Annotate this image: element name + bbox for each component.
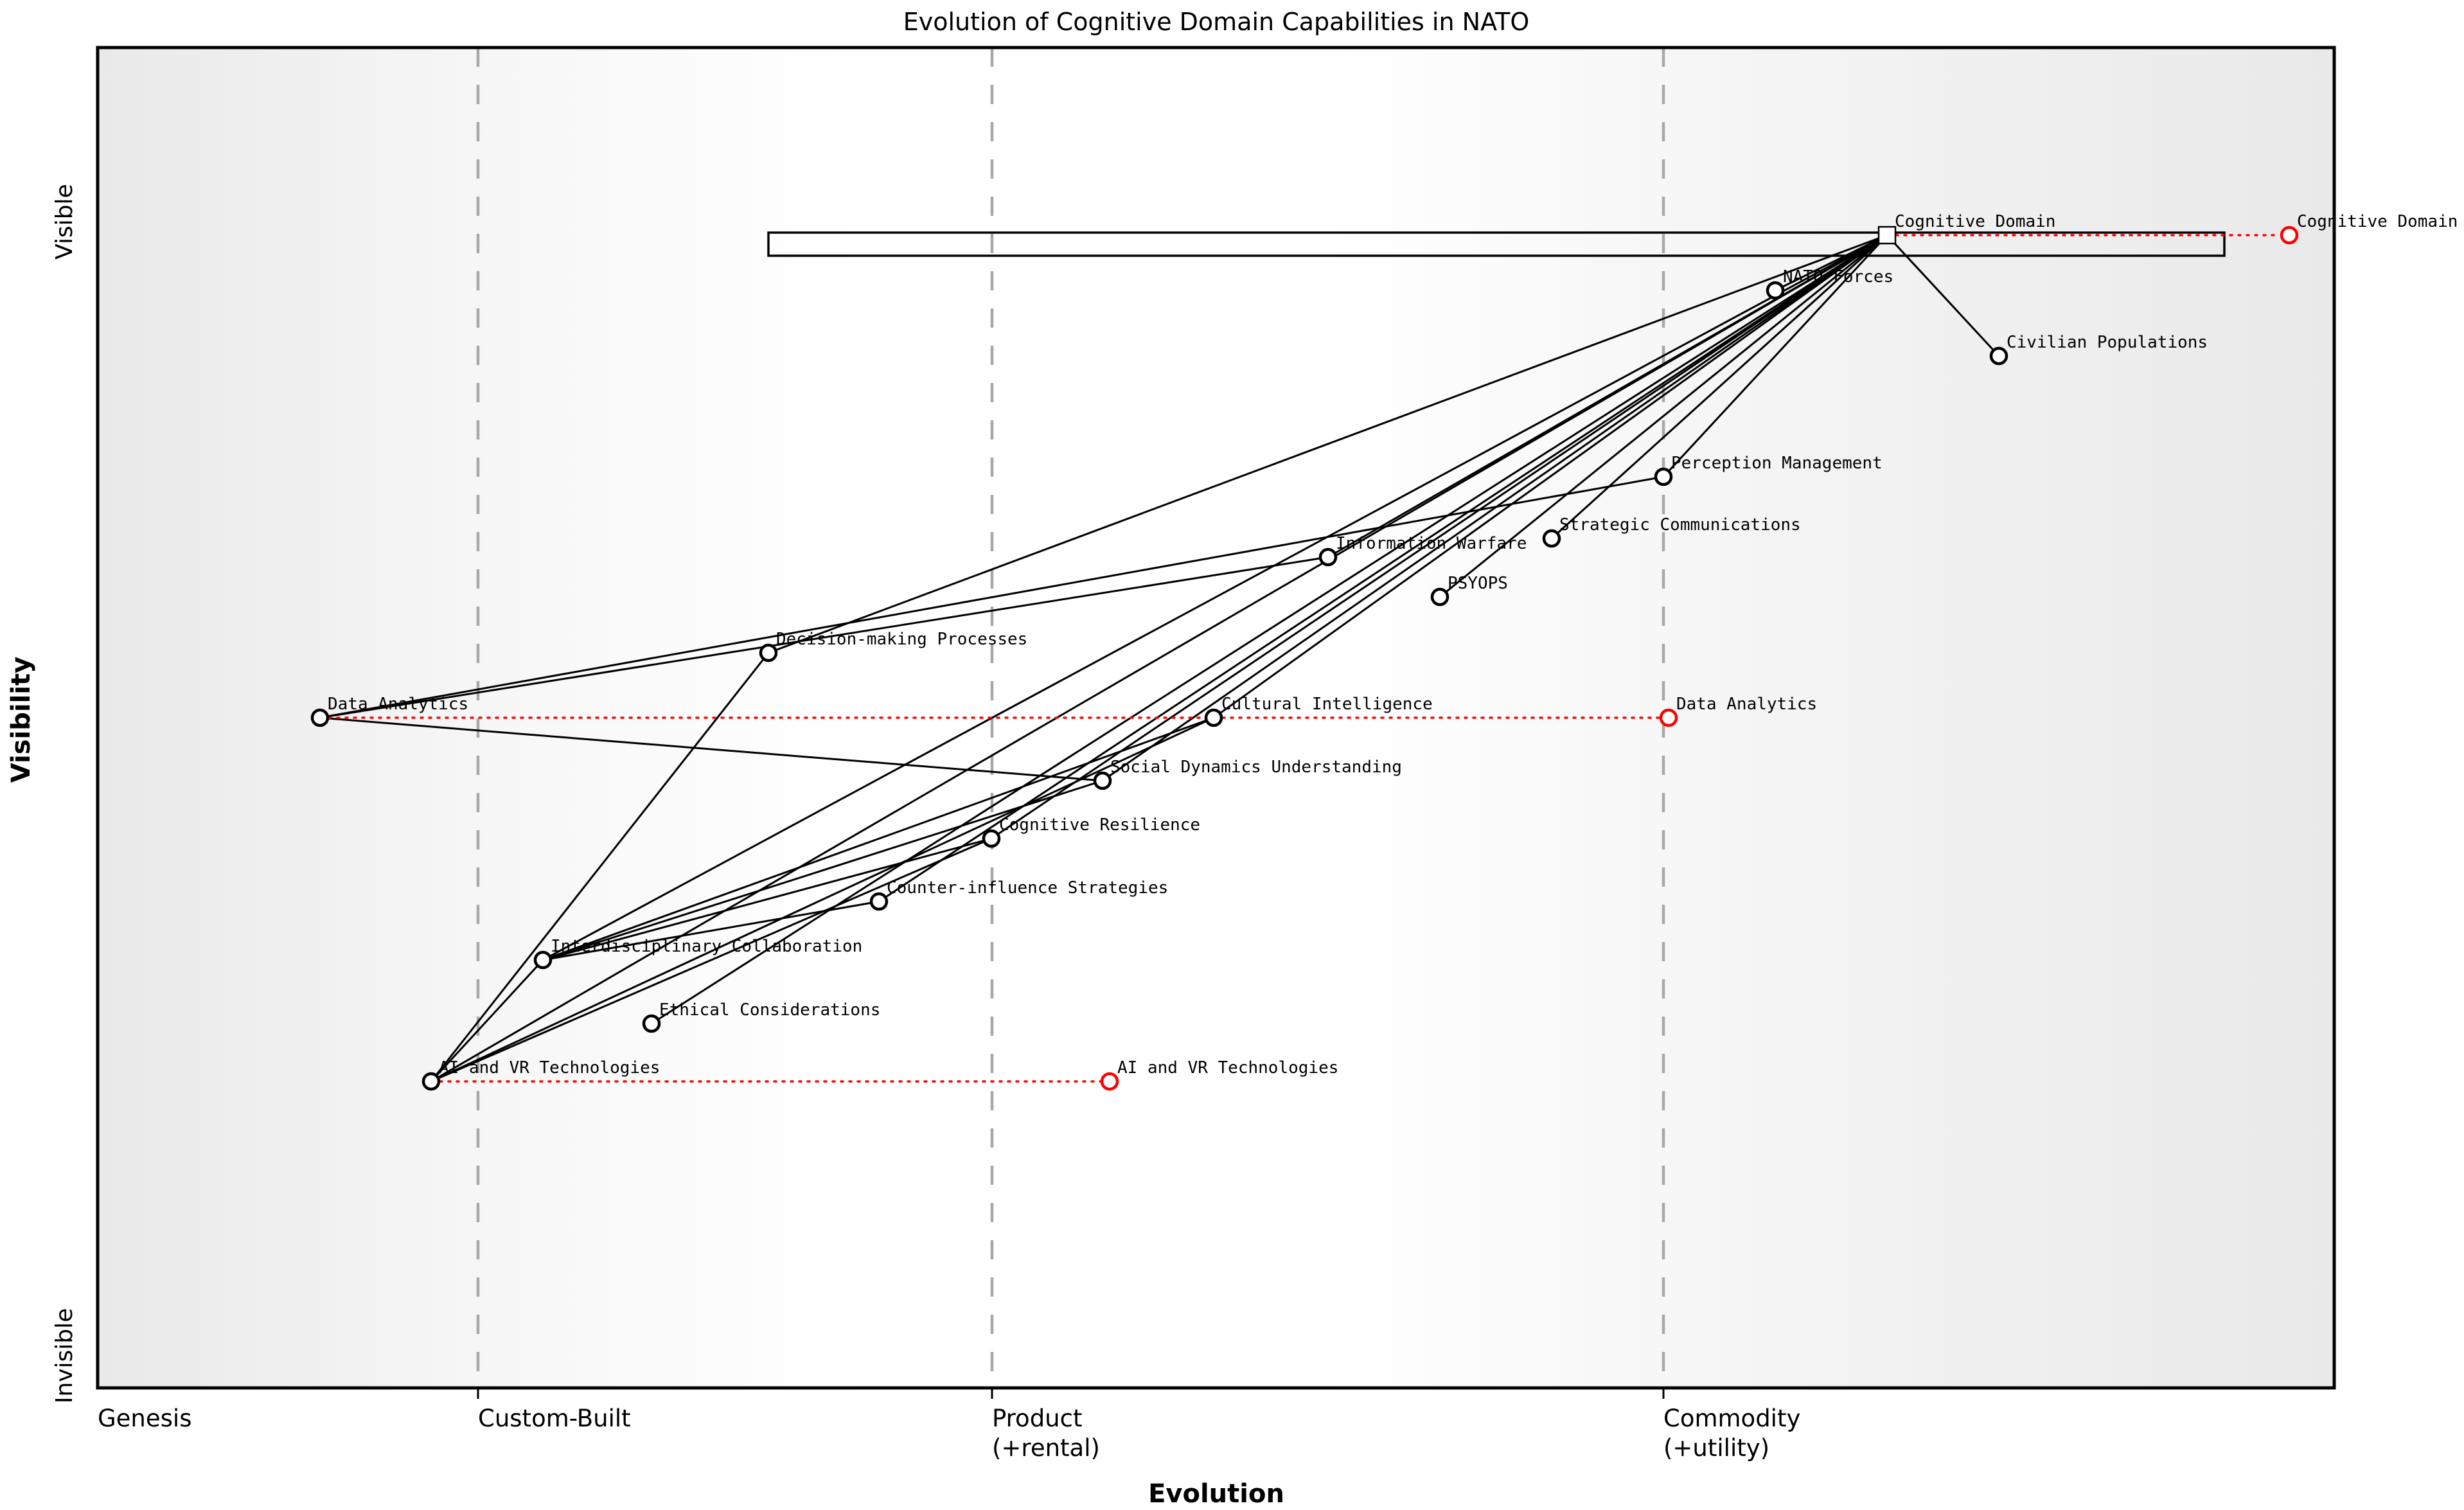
y-tick-visible: Visible [51,184,78,260]
edge-cognitive-domain--psyops [1439,234,1888,598]
node-label-perception-management: Perception Management [1671,454,1883,473]
node-civilian-populations [1989,346,2008,366]
node-labels: Cognitive Domain Cognitive Domain NATO For… [328,212,2458,1078]
pipeline-box-cognitive-domain [767,231,2226,257]
node-interdisciplinary-collaboration [533,950,553,970]
node-data-analytics-evolved [1659,708,1678,727]
edge-cognitive-domain--counter-influence-strategies [878,234,1888,903]
node-label-ai-and-vr-technologies: AI and VR Technologies [439,1058,660,1078]
stage-labels: Genesis Custom-Built Product (+rental) Commo… [98,1405,1800,1462]
node-label-civilian-populations: Civilian Populations [2007,333,2208,352]
x-axis-ticks [477,1388,1665,1399]
stage-label-4: Commodity (+utility) [1663,1405,1800,1462]
stage-label-line: Commodity [1663,1405,1800,1432]
node-decision-making-processes [759,643,778,662]
node-label-data-analytics: Data Analytics [328,695,468,714]
pipeline-group [767,231,2226,257]
edge-cognitive-domain--decision-making-processes [768,234,1888,654]
dependency-edges [319,234,2000,1083]
node-label-cognitive-resilience: Cognitive Resilience [999,815,1200,835]
edge-cognitive-domain--interdisciplinary-collaboration [542,234,1888,961]
node-cognitive-domain [1877,226,1897,245]
node-label-information-warfare: Information Warfare [1336,534,1527,553]
plot-border [96,46,2336,1390]
y-axis-label: Visibility [6,657,36,783]
edge-interdisciplinary-collaboration--cognitive-resilience [542,837,992,961]
x-axis-label: Evolution [1148,1479,1284,1509]
node-information-warfare [1318,547,1338,567]
node-label-interdisciplinary-collaboration: Interdisciplinary Collaboration [551,937,862,956]
node-label-psyops: PSYOPS [1448,574,1508,593]
node-label-ethical-considerations: Ethical Considerations [659,1000,880,1020]
edge-cognitive-domain--cultural-intelligence [1213,234,1888,719]
stage-label-line: Custom-Built [478,1405,631,1432]
node-label-ai-and-vr-technologies-evolved: AI and VR Technologies [1117,1058,1338,1078]
node-cultural-intelligence [1204,708,1223,727]
stage-label-3: Product (+rental) [992,1405,1100,1462]
edge-cognitive-domain--perception-management [1662,234,1888,478]
node-label-counter-influence-strategies: Counter-influence Strategies [887,878,1168,898]
stage-label-line: (+rental) [992,1434,1100,1462]
node-ai-and-vr-technologies [421,1072,441,1091]
map-nodes [310,226,2299,1091]
node-perception-management [1654,467,1673,486]
node-psyops [1430,587,1449,607]
edge-ai-and-vr-technologies--cultural-intelligence [430,716,1214,1083]
node-strategic-communications [1542,529,1561,548]
node-label-data-analytics-evolved: Data Analytics [1676,695,1817,714]
node-label-cognitive-domain: Cognitive Domain [1895,212,2055,231]
node-ethical-considerations [642,1014,661,1033]
node-label-decision-making-processes: Decision-making Processes [776,630,1027,649]
stage-label-1: Genesis [98,1405,191,1432]
node-counter-influence-strategies [869,892,889,911]
edge-ai-and-vr-technologies--interdisciplinary-collaboration [430,959,544,1083]
node-label-cognitive-domain-evolved: Cognitive Domain [2297,212,2458,231]
y-tick-invisible: Invisible [51,1308,78,1404]
edge-cognitive-domain--ai-and-vr-technologies [430,234,1888,1083]
edge-ai-and-vr-technologies--cognitive-resilience [430,837,992,1083]
node-social-dynamics-understanding [1093,771,1112,790]
node-ai-and-vr-technologies-evolved [1100,1072,1119,1091]
edge-interdisciplinary-collaboration--social-dynamics-understanding [542,779,1103,961]
edge-cognitive-domain--ethical-considerations [651,234,1888,1025]
evolve-links [328,234,2282,1083]
node-label-social-dynamics-understanding: Social Dynamics Understanding [1110,758,1402,777]
node-label-nato-forces: NATO Forces [1783,267,1893,287]
edge-cognitive-domain--civilian-populations [1886,234,2000,357]
edge-interdisciplinary-collaboration--cultural-intelligence [542,716,1214,961]
node-label-cultural-intelligence: Cultural Intelligence [1221,695,1433,714]
edge-cognitive-domain--cognitive-resilience [991,234,1888,840]
map-title: Evolution of Cognitive Domain Capabiliti… [903,8,1530,36]
node-nato-forces [1766,281,1785,300]
node-data-analytics [310,708,330,727]
node-cognitive-resilience [982,829,1001,848]
edge-decision-making-processes--ai-and-vr-technologies [430,652,770,1082]
node-cognitive-domain-evolved [2280,226,2299,245]
stage-label-line: (+utility) [1663,1434,1769,1462]
stage-label-line: Genesis [98,1405,191,1432]
edge-cognitive-domain--strategic-communications [1550,234,1888,540]
stage-label-2: Custom-Built [478,1405,631,1432]
stage-label-line: Product [992,1405,1082,1432]
edge-data-analytics--information-warfare [319,556,1329,719]
edge-data-analytics--perception-management [319,475,1664,719]
node-label-strategic-communications: Strategic Communications [1559,515,1801,535]
edge-data-analytics--social-dynamics-understanding [319,716,1103,782]
